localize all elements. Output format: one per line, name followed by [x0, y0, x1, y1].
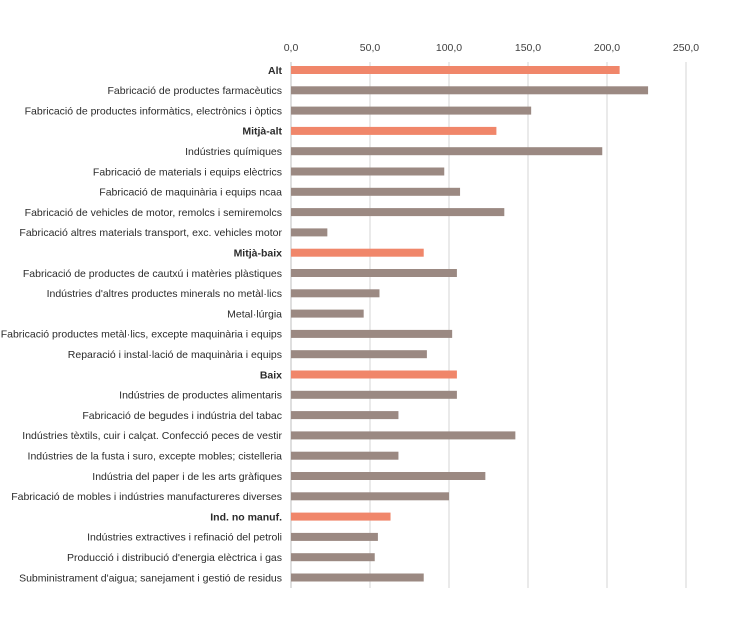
bar-sector — [291, 106, 532, 115]
bar-group — [291, 66, 620, 74]
category-label: Subministrament d'aigua; sanejament i ge… — [19, 572, 282, 584]
bar-sector — [291, 532, 378, 541]
bar-group — [291, 248, 424, 257]
x-axis-ticks: 0,0 50,0 100,0 150,0 200,0 250,0 — [284, 42, 700, 54]
bar-sector — [291, 350, 427, 359]
x-tick-label: 50,0 — [360, 42, 381, 54]
category-label: Indústries de la fusta i suro, excepte m… — [28, 451, 283, 463]
x-tick-label: 100,0 — [436, 42, 462, 54]
bar-sector — [291, 187, 461, 196]
bar-sector — [291, 86, 649, 95]
bar-group — [291, 512, 391, 521]
bar-sector — [291, 147, 603, 156]
category-label: Fabricació de materials i equips elèctri… — [93, 166, 282, 178]
bar-sector — [291, 573, 424, 582]
bar-sector — [291, 553, 375, 562]
bar-sector — [291, 472, 486, 480]
bar-sector — [291, 228, 328, 237]
category-label: Indústries extractives i refinació del p… — [87, 532, 282, 544]
bar-sector — [291, 492, 449, 501]
bar-sector — [291, 411, 399, 420]
bar-sector — [291, 390, 457, 399]
bar-sector — [291, 289, 380, 298]
category-label: Fabricació productes metàl·lics, excepte… — [1, 329, 282, 341]
category-label: Fabricació de productes informàtics, ele… — [25, 105, 282, 117]
x-tick-label: 150,0 — [515, 42, 541, 54]
bar-sector — [291, 309, 364, 318]
category-labels: Alt Fabricació de productes farmacèutics F… — [1, 65, 283, 584]
category-label: Fabricació de mobles i indústries manufa… — [11, 491, 282, 503]
category-label: Fabricació altres materials transport, e… — [19, 227, 282, 239]
bar-sector — [291, 329, 453, 338]
category-label: Fabricació de begudes i indústria del ta… — [82, 410, 282, 422]
bar-sector — [291, 208, 505, 217]
category-label: Indústries tèxtils, cuir i calçat. Confe… — [22, 430, 282, 442]
category-label: Fabricació de productes farmacèutics — [108, 85, 283, 97]
category-label: Reparació i instal·lació de maquinària i… — [68, 349, 282, 361]
x-tick-label: 0,0 — [284, 42, 299, 54]
bars — [291, 66, 649, 582]
category-label: Indústries d'altres productes minerals n… — [47, 288, 282, 300]
bar-group — [291, 370, 457, 379]
group-label: Ind. no manuf. — [210, 511, 282, 523]
x-tick-label: 250,0 — [673, 42, 699, 54]
bar-sector — [291, 167, 445, 176]
group-label: Mitjà-alt — [242, 126, 282, 138]
category-label: Indústries químiques — [185, 146, 282, 158]
category-label: Indústria del paper i de les arts gràfiq… — [92, 471, 282, 483]
category-label: Fabricació de productes de cautxú i matè… — [23, 268, 282, 280]
category-label: Fabricació de maquinària i equips ncaa — [99, 187, 282, 199]
group-label: Baix — [260, 369, 282, 381]
bar-sector — [291, 431, 516, 440]
x-tick-label: 200,0 — [594, 42, 620, 54]
group-label: Mitjà-baix — [234, 248, 283, 260]
category-label: Producció i distribució d'energia elèctr… — [67, 552, 282, 564]
category-label: Fabricació de vehicles de motor, remolcs… — [25, 207, 282, 219]
bar-group — [291, 126, 497, 135]
bar-sector — [291, 269, 457, 277]
group-label: Alt — [268, 65, 283, 77]
bar-sector — [291, 451, 399, 460]
category-label: Metal·lúrgia — [227, 308, 282, 320]
category-label: Indústries de productes alimentaris — [119, 390, 282, 402]
gridlines — [290, 62, 687, 588]
